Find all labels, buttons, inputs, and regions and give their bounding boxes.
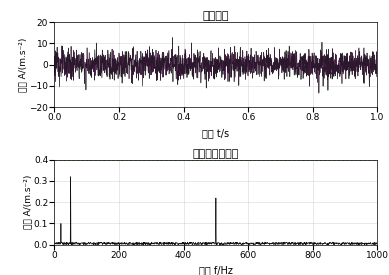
Title: 输入信号的频谱: 输入信号的频谱 — [193, 149, 239, 159]
Y-axis label: 幅度 A/(m.s⁻²): 幅度 A/(m.s⁻²) — [23, 175, 32, 229]
X-axis label: 频率 f/Hz: 频率 f/Hz — [199, 266, 233, 275]
Title: 输入信号: 输入信号 — [203, 11, 229, 21]
X-axis label: 时间 t/s: 时间 t/s — [202, 128, 230, 138]
Y-axis label: 幅度 A/(m.s⁻²): 幅度 A/(m.s⁻²) — [19, 37, 28, 92]
